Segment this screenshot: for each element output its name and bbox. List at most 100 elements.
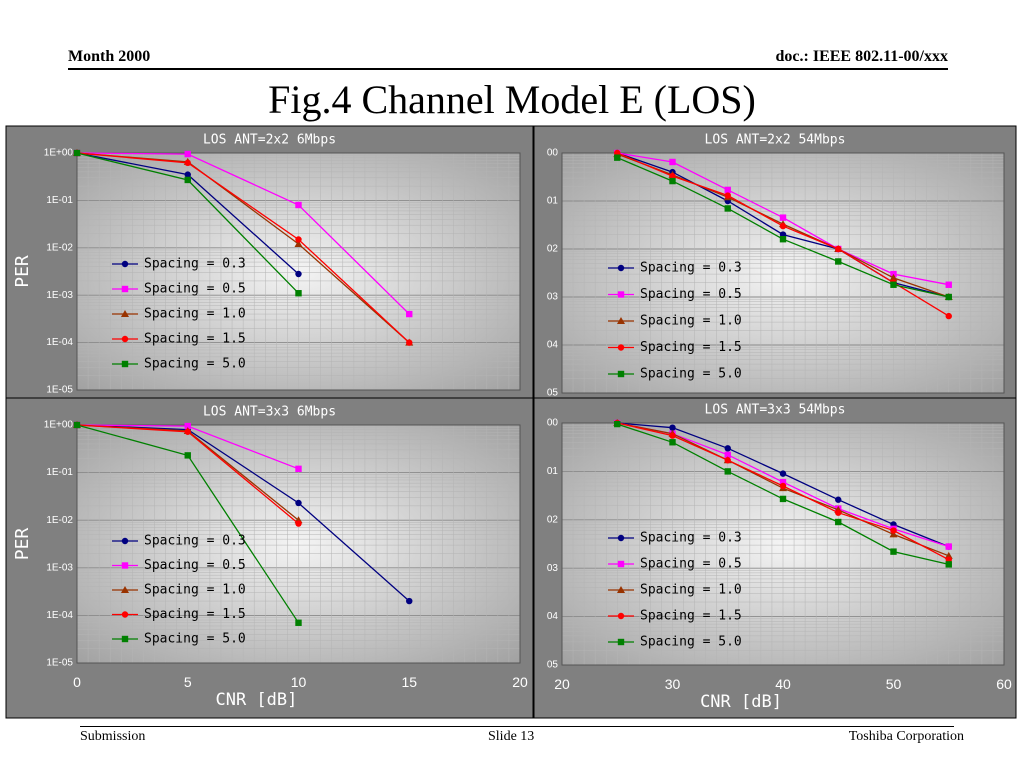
legend-marker [617, 638, 625, 646]
footer-center: Slide 13 [488, 729, 535, 744]
data-point [945, 281, 952, 288]
data-point [406, 339, 413, 346]
data-point [724, 205, 731, 212]
data-point [406, 310, 413, 318]
x-tick-label: 15 [401, 674, 417, 690]
legend-marker [121, 285, 129, 293]
plot-border [561, 422, 1005, 666]
footer-rule [80, 726, 954, 727]
data-point [295, 290, 302, 297]
legend-entry: Spacing = 0.3 [144, 534, 246, 549]
footer-right: Toshiba Corporation [848, 729, 964, 744]
data-point [890, 548, 897, 555]
chart-title: LOS ANT=2x2 54Mbps [705, 133, 846, 148]
data-point [295, 499, 302, 507]
y-tick-label: 00 [547, 148, 559, 159]
plot-border [76, 424, 521, 664]
legend-entry: Spacing = 1.0 [144, 583, 246, 598]
data-point [184, 176, 191, 184]
data-point [779, 236, 787, 243]
data-point [835, 258, 842, 265]
legend-entry: Spacing = 0.5 [144, 558, 246, 573]
y-tick-label: 01 [547, 196, 559, 207]
legend-entry: Spacing = 0.5 [144, 282, 246, 297]
data-point [724, 445, 731, 452]
data-point [945, 561, 952, 568]
data-point [669, 432, 676, 439]
y-tick-label: 03 [547, 563, 559, 574]
y-tick-label: 1E-04 [46, 610, 73, 621]
y-tick-label: 1E-01 [46, 467, 73, 478]
legend-marker [121, 335, 129, 343]
data-point [944, 551, 953, 559]
data-point [779, 222, 787, 230]
y-tick-label: 1E-04 [46, 337, 73, 348]
y-tick-label: 05 [547, 388, 559, 399]
y-tick-label: 1E-05 [46, 658, 73, 669]
legend-marker [121, 562, 129, 569]
data-point [294, 240, 303, 248]
legend-entry: Spacing = 1.5 [640, 340, 742, 355]
data-point [724, 468, 731, 475]
legend-entry: Spacing = 0.5 [640, 287, 742, 302]
y-tick-label: 1E-03 [46, 562, 73, 573]
y-tick-label: 1E+00 [44, 420, 74, 431]
x-tick-label: 30 [665, 676, 681, 692]
chart-panel: LOS ANT=2x2 6Mbps 1E+00 1E-01 1E-02 1E-03 1E-… [5, 125, 534, 399]
x-axis-label: CNR [dB] [215, 690, 297, 710]
legend-marker [121, 611, 129, 618]
data-point [669, 158, 676, 166]
data-point [669, 172, 676, 180]
y-tick-label: 02 [547, 244, 559, 255]
y-tick-label: 1E-05 [46, 385, 73, 396]
legend-entry: Spacing = 0.3 [640, 261, 742, 276]
y-tick-label: 1E-02 [46, 242, 73, 253]
legend-marker [617, 560, 625, 568]
legend-entry: Spacing = 5.0 [640, 367, 742, 382]
legend-marker [121, 586, 129, 593]
data-point [73, 149, 81, 157]
data-point [724, 186, 731, 194]
y-tick-label: 00 [547, 418, 559, 429]
header-rule [68, 68, 948, 70]
y-tick-label: 05 [547, 660, 559, 671]
data-point [889, 273, 898, 281]
y-tick-label: 04 [547, 611, 559, 622]
y-tick-label: 1E+00 [44, 148, 74, 159]
data-point [779, 470, 787, 477]
data-point [669, 177, 676, 185]
legend-marker [617, 264, 625, 272]
plot-border [76, 152, 521, 391]
data-point [295, 520, 302, 527]
legend-marker [617, 317, 625, 324]
data-point [779, 478, 787, 486]
data-point [184, 159, 191, 167]
x-tick-label: 60 [996, 676, 1012, 692]
y-tick-label: 1E-03 [46, 290, 73, 301]
legend-entry: Spacing = 1.5 [144, 332, 246, 347]
legend-marker [121, 537, 129, 545]
data-point [295, 236, 302, 243]
data-point [724, 192, 731, 199]
y-tick-label: 01 [547, 466, 559, 477]
y-tick-label: 02 [547, 514, 559, 525]
legend-entry: Spacing = 1.0 [144, 307, 246, 322]
series-line [76, 152, 410, 344]
legend-entry: Spacing = 0.5 [640, 557, 742, 572]
legend-marker [617, 291, 625, 298]
data-point [614, 420, 621, 428]
header-left: Month 2000 [68, 48, 151, 65]
data-point [835, 518, 842, 526]
legend-marker [617, 534, 625, 542]
data-point [890, 281, 897, 288]
x-tick-label: 0 [73, 674, 81, 690]
legend-marker [617, 586, 625, 593]
legend-entry: Spacing = 5.0 [640, 635, 742, 650]
x-tick-label: 20 [512, 674, 528, 690]
data-point [779, 214, 787, 221]
data-point [295, 465, 302, 473]
chart-figure: LOS ANT=2x2 6Mbps 1E+00 1E-01 1E-02 1E-03 1E-… [5, 125, 1017, 719]
y-axis-label: PER [12, 255, 33, 288]
x-tick-label: 10 [291, 674, 307, 690]
y-tick-label: 04 [547, 340, 559, 351]
